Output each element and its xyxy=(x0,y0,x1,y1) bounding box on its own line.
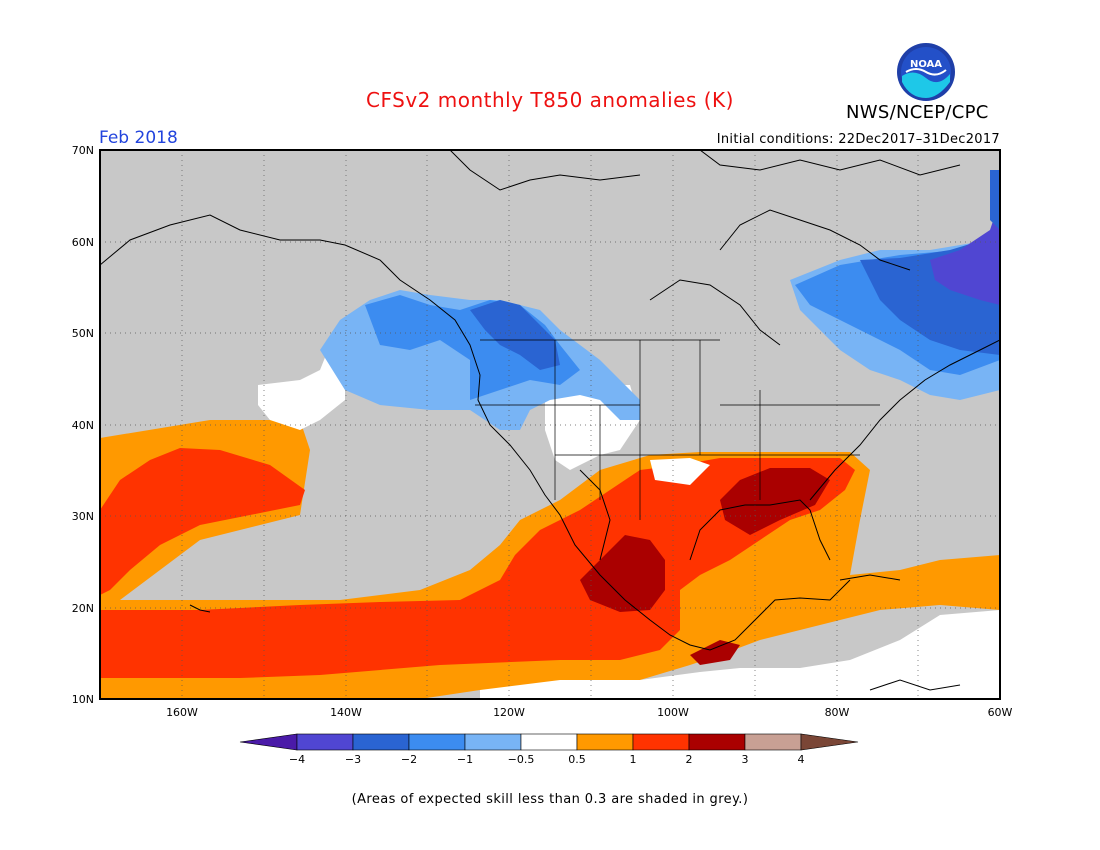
colorbar-segment xyxy=(408,733,466,751)
lat-tick-label: 50N xyxy=(72,327,94,340)
colorbar-segment xyxy=(520,733,578,751)
colorbar-segment xyxy=(576,733,634,751)
lon-tick-label: 60W xyxy=(988,706,1013,719)
anomaly-map: 70N 60N 50N 40N 30N 20N 10N 160W 140W 12… xyxy=(72,144,1013,766)
lat-tick-label: 70N xyxy=(72,144,94,157)
colorbar-segment xyxy=(632,733,690,751)
lon-tick-label: 160W xyxy=(166,706,198,719)
latitude-axis: 70N 60N 50N 40N 30N 20N 10N xyxy=(72,144,94,706)
colorbar-label: −3 xyxy=(345,753,361,766)
colorbar-label: 1 xyxy=(630,753,637,766)
colorbar-label: 3 xyxy=(742,753,749,766)
colorbar-segment xyxy=(296,733,354,751)
lon-tick-label: 120W xyxy=(493,706,525,719)
state-borders xyxy=(475,339,880,520)
lat-tick-label: 10N xyxy=(72,693,94,706)
colorbar-label: 4 xyxy=(798,753,805,766)
skill-footnote: (Areas of expected skill less than 0.3 a… xyxy=(351,792,749,807)
lat-tick-label: 60N xyxy=(72,236,94,249)
colorbar-label: −2 xyxy=(401,753,417,766)
noaa-logo: NOAA xyxy=(897,43,955,101)
colorbar: −4 −3 −2 −1 −0.5 0.5 1 2 3 4 xyxy=(239,733,859,766)
map-field xyxy=(100,150,1000,699)
lat-tick-label: 30N xyxy=(72,510,94,523)
colorbar-segment xyxy=(464,733,522,751)
map-frame xyxy=(99,149,1001,700)
noaa-logo-text: NOAA xyxy=(910,59,942,70)
colorbar-label: −1 xyxy=(457,753,473,766)
valid-month-label: Feb 2018 xyxy=(99,128,178,148)
lat-tick-label: 40N xyxy=(72,419,94,432)
lat-tick-label: 20N xyxy=(72,602,94,615)
lon-tick-label: 100W xyxy=(657,706,689,719)
colorbar-segment xyxy=(688,733,746,751)
colorbar-arrow-high xyxy=(800,733,859,751)
coastlines xyxy=(100,150,1000,691)
initial-conditions-label: Initial conditions: 22Dec2017–31Dec2017 xyxy=(716,132,1000,147)
colorbar-label: −0.5 xyxy=(508,753,535,766)
lon-tick-label: 140W xyxy=(330,706,362,719)
colorbar-label: 2 xyxy=(686,753,693,766)
organization-label: NWS/NCEP/CPC xyxy=(846,102,989,123)
colorbar-arrow-low xyxy=(239,733,298,751)
lon-tick-label: 80W xyxy=(825,706,850,719)
colorbar-label: 0.5 xyxy=(568,753,586,766)
colorbar-segment xyxy=(744,733,802,751)
chart-title: CFSv2 monthly T850 anomalies (K) xyxy=(366,88,734,112)
colorbar-label: −4 xyxy=(289,753,305,766)
grid-lines xyxy=(100,150,1000,699)
longitude-axis: 160W 140W 120W 100W 80W 60W xyxy=(166,706,1012,719)
colorbar-segment xyxy=(352,733,410,751)
